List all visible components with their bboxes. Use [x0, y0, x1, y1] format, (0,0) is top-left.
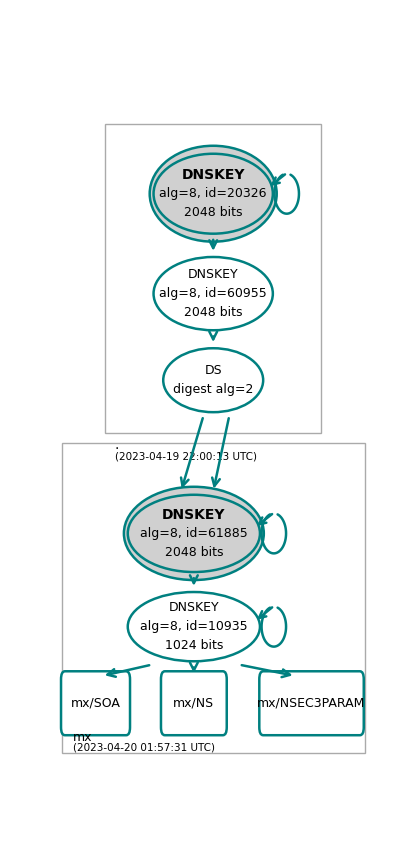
Text: DNSKEY: DNSKEY [168, 601, 219, 614]
Text: 1024 bits: 1024 bits [165, 638, 223, 652]
Text: .: . [115, 438, 119, 452]
Bar [62, 444, 365, 753]
Ellipse shape [124, 487, 264, 580]
Text: alg=8, id=61885: alg=8, id=61885 [140, 527, 248, 540]
FancyBboxPatch shape [259, 671, 364, 735]
Text: (2023-04-19 22:00:13 UTC): (2023-04-19 22:00:13 UTC) [115, 452, 257, 462]
Text: DS: DS [204, 364, 222, 377]
Text: mx: mx [73, 732, 92, 745]
Text: 2048 bits: 2048 bits [165, 546, 223, 559]
FancyBboxPatch shape [61, 671, 130, 735]
Text: DNSKEY: DNSKEY [162, 508, 225, 522]
Text: alg=8, id=20326: alg=8, id=20326 [159, 187, 267, 200]
Text: mx/NS: mx/NS [173, 696, 214, 710]
Text: DNSKEY: DNSKEY [188, 268, 238, 281]
FancyBboxPatch shape [161, 671, 227, 735]
Ellipse shape [154, 154, 273, 234]
Text: (2023-04-20 01:57:31 UTC): (2023-04-20 01:57:31 UTC) [73, 743, 215, 753]
Text: mx/NSEC3PARAM: mx/NSEC3PARAM [258, 696, 366, 710]
Ellipse shape [163, 349, 263, 413]
Ellipse shape [154, 257, 273, 330]
Text: 2048 bits: 2048 bits [184, 305, 243, 319]
Ellipse shape [150, 146, 277, 241]
Text: alg=8, id=60955: alg=8, id=60955 [159, 287, 267, 300]
Text: DNSKEY: DNSKEY [181, 168, 245, 182]
Text: 2048 bits: 2048 bits [184, 206, 243, 219]
Text: mx/SOA: mx/SOA [71, 696, 121, 710]
Bar [105, 124, 321, 433]
Ellipse shape [128, 592, 260, 661]
Ellipse shape [128, 495, 260, 572]
Text: alg=8, id=10935: alg=8, id=10935 [140, 620, 248, 633]
Text: digest alg=2: digest alg=2 [173, 383, 253, 396]
